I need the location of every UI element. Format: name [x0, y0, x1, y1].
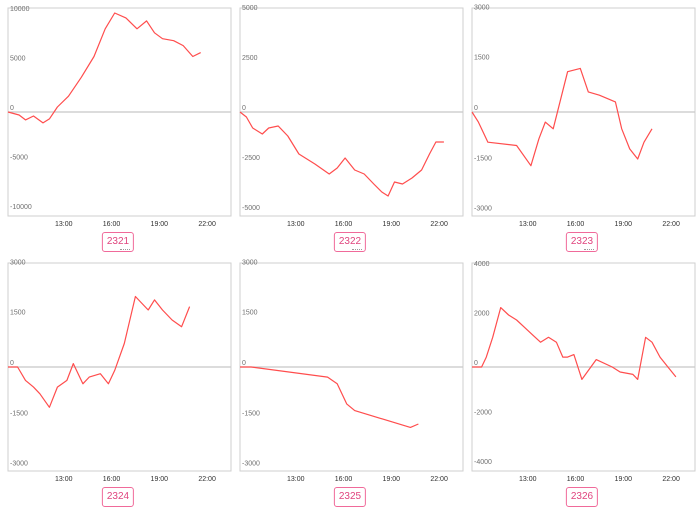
badge-underline	[120, 249, 130, 250]
y-tick-label: -2000	[474, 410, 492, 417]
y-tick-label: -3000	[474, 206, 492, 213]
x-tick-label: 19:00	[615, 476, 633, 483]
y-tick-label: 3000	[10, 259, 26, 266]
y-tick-label: 0	[242, 360, 246, 367]
badge-underline	[352, 249, 362, 250]
chart-badge-2322[interactable]: 2322	[333, 232, 367, 252]
y-tick-label: 5000	[10, 55, 26, 62]
series-line	[239, 111, 444, 197]
chart-svg: 3000 1500 0 -1500 -3000 13:00 16:00 19:00 22:00	[471, 4, 696, 228]
y-tick-label: 2500	[242, 55, 258, 62]
y-tick-label: 4000	[474, 261, 490, 268]
y-tick-label: 3000	[242, 259, 258, 266]
x-tick-label: 22:00	[198, 476, 216, 483]
y-tick-label: 1500	[242, 310, 258, 317]
y-tick-label: 0	[474, 360, 478, 367]
chart-panel-2321: 10000 5000 0 -5000 -10000 13:00 16:00 19:00 22:0…	[5, 5, 232, 255]
y-tick-label: -1500	[242, 410, 260, 417]
series-line	[8, 295, 191, 408]
y-tick-label: -3000	[10, 461, 28, 468]
x-tick-label: 16:00	[335, 476, 353, 483]
y-tick-label: 1500	[10, 310, 26, 317]
chart-svg: 3000 1500 0 -1500 -3000 13:00 16:00 19:00 22:00	[239, 259, 464, 483]
chart-badge-2325[interactable]: 2325	[333, 487, 367, 507]
badge-underline	[584, 249, 594, 250]
chart-badge-2323[interactable]: 2323	[565, 232, 599, 252]
y-tick-label: 1500	[474, 55, 490, 62]
x-tick-label: 22:00	[430, 476, 448, 483]
x-tick-label: 22:00	[662, 221, 680, 228]
chart-panel-2323: 3000 1500 0 -1500 -3000 13:00 16:00 19:00 22:00 2…	[469, 4, 696, 255]
x-tick-label: 13:00	[55, 221, 73, 228]
x-tick-label: 16:00	[335, 221, 353, 228]
chart-panel-2324: 3000 1500 0 -1500 -3000 13:00 16:00 19:00 22:00 2…	[5, 259, 232, 510]
chart-svg: 5000 2500 0 -2500 -5000 13:00 16:00 19:00 22:00	[239, 5, 464, 228]
y-tick-label: -1500	[474, 155, 492, 162]
x-tick-label: 19:00	[151, 476, 169, 483]
chart-svg: 3000 1500 0 -1500 -3000 13:00 16:00 19:00 22:00	[7, 259, 232, 483]
chart-badge-2324[interactable]: 2324	[101, 487, 135, 507]
x-tick-label: 22:00	[662, 476, 680, 483]
y-tick-label: -3000	[242, 461, 260, 468]
x-tick-label: 22:00	[198, 221, 216, 228]
x-tick-label: 16:00	[567, 221, 585, 228]
series-line	[471, 67, 653, 167]
x-tick-label: 19:00	[615, 221, 633, 228]
x-tick-label: 22:00	[430, 221, 448, 228]
x-tick-label: 16:00	[103, 476, 121, 483]
chart-svg: 10000 5000 0 -5000 -10000 13:00 16:00 19:00 22:0…	[7, 6, 232, 228]
y-tick-label: -2500	[242, 155, 260, 162]
chart-badge-2321[interactable]: 2321	[101, 232, 135, 252]
chart-badge-2326[interactable]: 2326	[565, 487, 599, 507]
x-tick-label: 13:00	[519, 476, 537, 483]
y-tick-label: 2000	[474, 310, 490, 317]
x-tick-label: 19:00	[383, 221, 401, 228]
y-tick-label: -5000	[242, 205, 260, 212]
y-tick-label: 0	[10, 360, 14, 367]
y-tick-label: -10000	[10, 204, 32, 211]
y-tick-label: -1500	[10, 410, 28, 417]
chart-svg: 4000 2000 0 -2000 -4000 13:00 16:00 19:00 22:00	[471, 261, 696, 483]
chart-panel-2325: 3000 1500 0 -1500 -3000 13:00 16:00 19:00 22:00 2…	[237, 259, 464, 510]
x-tick-label: 13:00	[55, 476, 73, 483]
series-line	[240, 366, 419, 428]
y-tick-label: -4000	[474, 459, 492, 466]
chart-panel-2322: 5000 2500 0 -2500 -5000 13:00 16:00 19:00 22:00 2…	[237, 5, 464, 255]
x-tick-label: 19:00	[383, 476, 401, 483]
y-tick-label: 0	[242, 105, 246, 112]
x-tick-label: 13:00	[287, 221, 305, 228]
series-line	[7, 12, 201, 124]
x-tick-label: 13:00	[287, 476, 305, 483]
x-tick-label: 16:00	[567, 476, 585, 483]
y-tick-label: -5000	[10, 155, 28, 162]
series-line	[472, 306, 677, 381]
y-tick-label: 10000	[10, 6, 30, 13]
x-tick-label: 16:00	[103, 221, 121, 228]
chart-panel-2326: 4000 2000 0 -2000 -4000 13:00 16:00 19:00 22:00 2…	[469, 260, 696, 510]
y-tick-label: 0	[474, 105, 478, 112]
y-tick-label: 5000	[242, 5, 258, 12]
x-tick-label: 19:00	[151, 221, 169, 228]
y-tick-label: 3000	[474, 4, 490, 11]
x-tick-label: 13:00	[519, 221, 537, 228]
y-tick-label: 0	[10, 105, 14, 112]
